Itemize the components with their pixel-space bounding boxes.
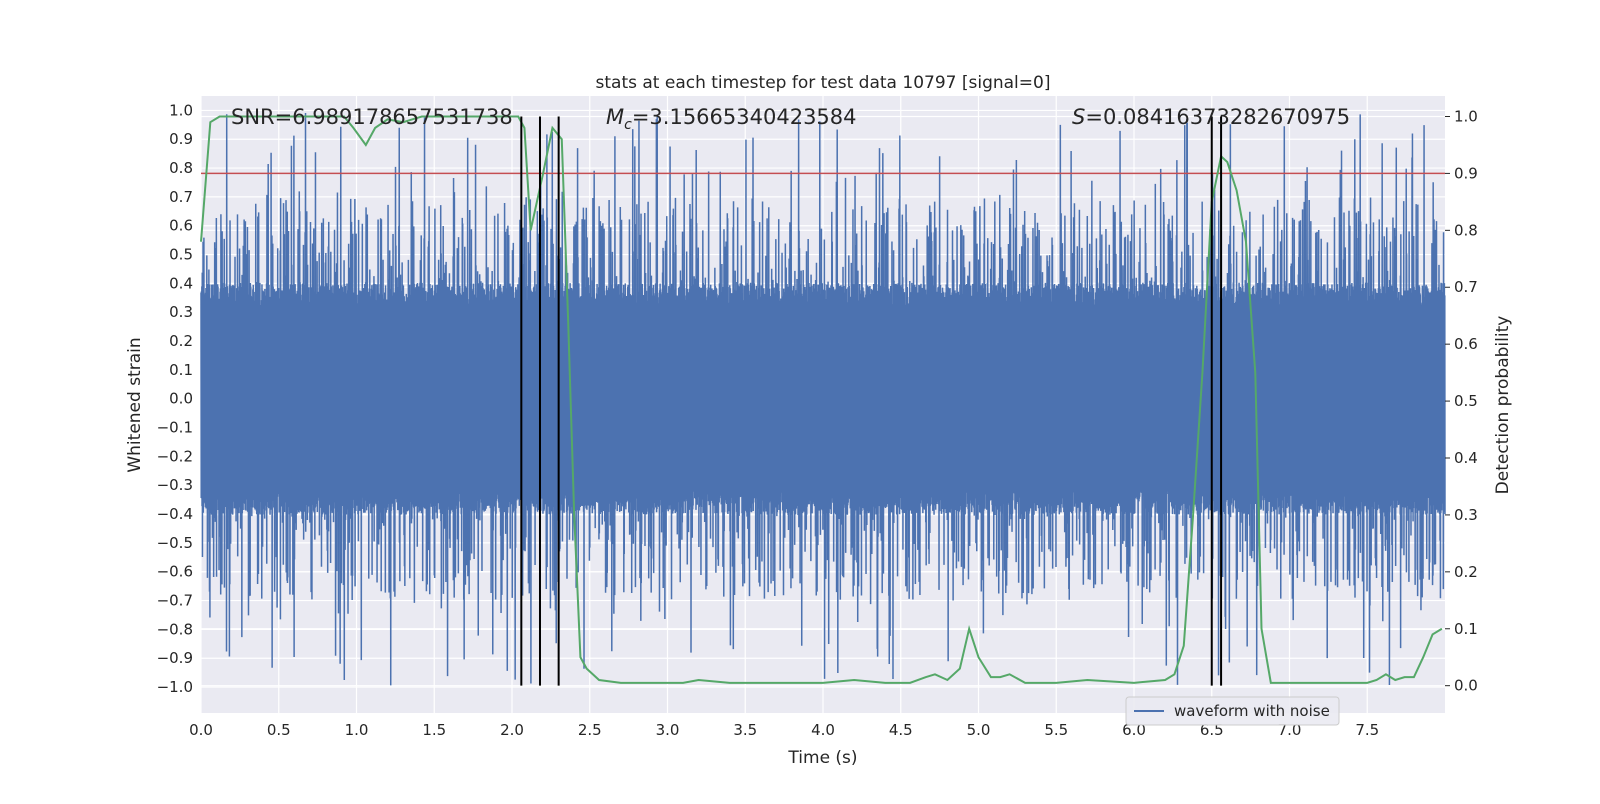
y-tick-label: 0.6: [169, 217, 193, 235]
y-tick-label: 0.3: [169, 303, 193, 321]
y-axis-label: Whitened strain: [125, 337, 145, 472]
y-tick-label: −0.3: [157, 476, 193, 494]
y2-tick-label: 0.0: [1454, 677, 1478, 695]
x-tick-label: 2.0: [500, 721, 524, 739]
chart-title: stats at each timestep for test data 107…: [596, 73, 1051, 93]
x-tick-label: 5.5: [1044, 721, 1068, 739]
y-tick-label: −0.1: [157, 419, 193, 437]
x-tick-label: 7.5: [1355, 721, 1379, 739]
y2-axis-label: Detection probability: [1493, 316, 1513, 495]
y-tick-label: 0.4: [169, 274, 193, 292]
chirp-mass-symbol: M: [606, 105, 624, 129]
legend-label-waveform: waveform with noise: [1174, 702, 1330, 720]
y-tick-label: 0.8: [169, 159, 193, 177]
y2-tick-label: 0.1: [1454, 620, 1478, 638]
x-tick-label: 2.5: [578, 721, 602, 739]
y-tick-label: 0.5: [169, 246, 193, 264]
x-axis-ticks: 0.0 0.5 1.0 1.5 2.0 2.5 3.0 3.5 4.0 4.5 5.0 5.5 6.0 6…: [189, 721, 1379, 739]
s-value: =0.08416373282670975: [1085, 105, 1350, 129]
y-tick-label: −0.4: [157, 505, 193, 523]
y2-tick-label: 0.6: [1454, 335, 1478, 353]
y-tick-label: −0.9: [157, 649, 193, 667]
y2-tick-label: 0.9: [1454, 164, 1478, 182]
probability-line: [200, 115, 1443, 684]
x-tick-label: 0.5: [267, 721, 291, 739]
waveform-series: [200, 113, 1446, 686]
waveform-line: [200, 113, 1446, 686]
s-symbol: S: [1072, 105, 1085, 129]
x-tick-label: 3.0: [656, 721, 680, 739]
legend-box: [1125, 696, 1340, 726]
y-tick-label: −0.5: [157, 534, 193, 552]
y-axis-ticks: 1.0 0.9 0.8 0.7 0.6 0.5 0.4 0.3 0.2 0.1 0.0 −0.1 −0.…: [157, 101, 193, 696]
y2-tick-label: 1.0: [1454, 107, 1478, 125]
x-tick-label: 4.5: [889, 721, 913, 739]
chirp-mass-value: =3.15665340423584: [632, 105, 857, 129]
y-tick-label: 1.0: [169, 101, 193, 119]
chirp-mass-subscript: c: [624, 117, 632, 133]
y2-tick-label: 0.3: [1454, 506, 1478, 524]
y-tick-label: −0.6: [157, 563, 193, 581]
y-tick-label: −0.8: [157, 620, 193, 638]
event-lines: [520, 116, 1223, 686]
y-tick-label: 0.0: [169, 390, 193, 408]
y-tick-label: −0.2: [157, 447, 193, 465]
y2-tick-label: 0.4: [1454, 449, 1478, 467]
y-tick-label: 0.9: [169, 130, 193, 148]
x-tick-label: 0.0: [189, 721, 213, 739]
chirp-mass-annotation: Mc=3.15665340423584: [606, 105, 857, 133]
s-annotation: S=0.08416373282670975: [1072, 105, 1350, 129]
y2-tick-label: 0.2: [1454, 563, 1478, 581]
x-tick-label: 1.0: [345, 721, 369, 739]
snr-annotation: SNR=6.989178657531738: [231, 105, 513, 129]
y-tick-label: −0.7: [157, 592, 193, 610]
x-tick-label: 5.0: [967, 721, 991, 739]
x-tick-label: 1.5: [422, 721, 446, 739]
y2-tick-label: 0.8: [1454, 221, 1478, 239]
x-tick-label: 3.5: [733, 721, 757, 739]
y-tick-label: 0.2: [169, 332, 193, 350]
x-tick-label: 4.0: [811, 721, 835, 739]
y-tick-label: 0.1: [169, 361, 193, 379]
y-tick-label: −1.0: [157, 678, 193, 696]
y2-axis-ticks: 1.0 0.9 0.8 0.7 0.6 0.5 0.4 0.3 0.2 0.1 0.0: [1445, 107, 1478, 695]
y2-tick-label: 0.5: [1454, 392, 1478, 410]
y2-tick-label: 0.7: [1454, 278, 1478, 296]
probability-series: [200, 115, 1443, 684]
legend: waveform with noise: [1125, 696, 1340, 726]
x-axis-label: Time (s): [787, 748, 857, 768]
y-tick-label: 0.7: [169, 188, 193, 206]
